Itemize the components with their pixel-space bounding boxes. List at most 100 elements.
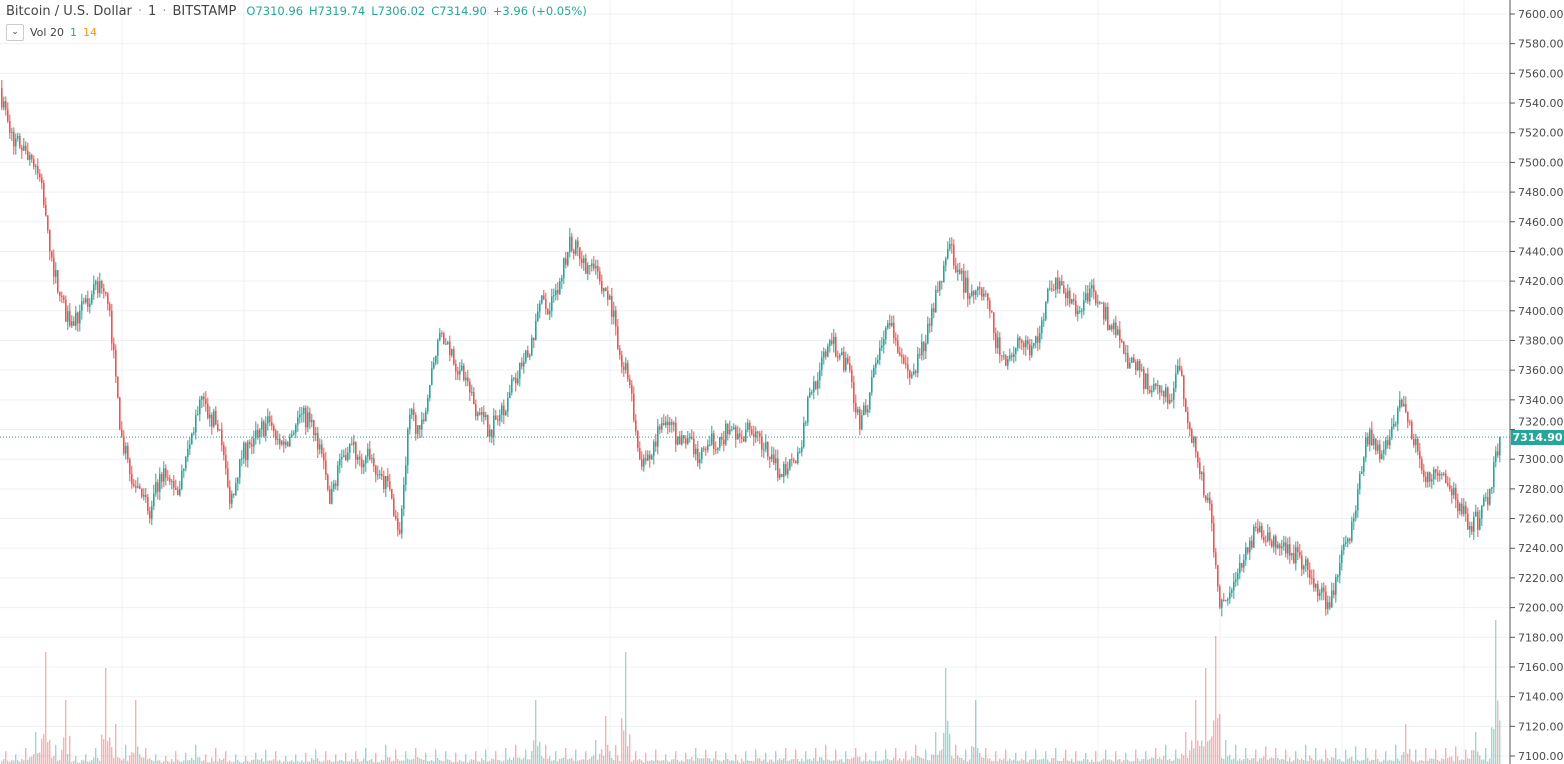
candle-body bbox=[1477, 511, 1479, 530]
volume-bar bbox=[1151, 757, 1153, 764]
volume-bar bbox=[699, 758, 701, 764]
candle-body bbox=[293, 432, 295, 435]
candle-body bbox=[847, 357, 849, 364]
volume-bar bbox=[1249, 759, 1251, 764]
candle-body bbox=[255, 430, 257, 439]
candle-body bbox=[1285, 542, 1287, 554]
candle-body bbox=[693, 438, 695, 455]
volume-bar bbox=[1453, 761, 1455, 764]
volume-bar bbox=[19, 761, 21, 764]
candle-body bbox=[1359, 474, 1361, 490]
candle-body bbox=[119, 397, 121, 430]
candle-body bbox=[1327, 602, 1329, 609]
candle-body bbox=[1383, 449, 1385, 454]
volume-bar bbox=[1433, 758, 1435, 764]
volume-bar bbox=[1041, 759, 1043, 764]
volume-bar bbox=[1135, 749, 1137, 764]
volume-bar bbox=[1271, 757, 1273, 764]
candle-body bbox=[1049, 288, 1051, 290]
candle-body bbox=[391, 488, 393, 499]
candle-body bbox=[753, 434, 755, 438]
candle-body bbox=[1381, 453, 1383, 460]
candle-body bbox=[1055, 277, 1057, 290]
volume-bar bbox=[1123, 760, 1125, 764]
candle-body bbox=[105, 291, 107, 294]
candle-body bbox=[931, 308, 933, 326]
volume-bar bbox=[397, 758, 399, 764]
candle-body bbox=[203, 396, 205, 400]
candle-body bbox=[1205, 495, 1207, 501]
candle-body bbox=[927, 323, 929, 344]
candle-body bbox=[863, 405, 865, 416]
candle-body bbox=[947, 248, 949, 259]
candle-body bbox=[359, 456, 361, 460]
candle-body bbox=[569, 236, 571, 253]
candle-body bbox=[265, 423, 267, 437]
volume-bar bbox=[957, 755, 959, 764]
candle-body bbox=[1183, 375, 1185, 400]
volume-bar bbox=[989, 758, 991, 764]
volume-bar bbox=[43, 734, 45, 764]
chevron-down-icon[interactable]: ⌄ bbox=[6, 24, 24, 41]
candle-body bbox=[837, 356, 839, 358]
candle-body bbox=[1213, 523, 1215, 553]
volume-bar bbox=[1025, 751, 1027, 764]
candle-body bbox=[153, 493, 155, 507]
candle-body bbox=[1195, 437, 1197, 453]
volume-bar bbox=[91, 760, 93, 764]
candle-body bbox=[721, 436, 723, 440]
candle-body bbox=[1, 88, 3, 108]
candle-body bbox=[775, 458, 777, 464]
candle-body bbox=[431, 368, 433, 385]
volume-bar bbox=[125, 744, 127, 764]
candle-body bbox=[1415, 439, 1417, 446]
volume-bar bbox=[707, 757, 709, 764]
candle-body bbox=[919, 354, 921, 356]
volume-bar bbox=[771, 759, 773, 764]
price-axis-background[interactable] bbox=[1510, 0, 1564, 764]
volume-bar bbox=[375, 752, 377, 764]
volume-bar bbox=[961, 757, 963, 764]
volume-bar bbox=[107, 741, 109, 764]
volume-label[interactable]: Vol 20 bbox=[30, 26, 64, 39]
volume-bar bbox=[1021, 758, 1023, 764]
volume-bar bbox=[113, 757, 115, 764]
candle-body bbox=[127, 445, 129, 460]
candle-body bbox=[737, 433, 739, 440]
volume-bar bbox=[559, 758, 561, 764]
candle-body bbox=[381, 474, 383, 477]
volume-bar bbox=[1247, 758, 1249, 764]
candle-body bbox=[703, 448, 705, 450]
volume-bar bbox=[783, 758, 785, 764]
candle-body bbox=[1079, 310, 1081, 312]
candle-body bbox=[879, 347, 881, 360]
candle-body bbox=[97, 281, 99, 294]
symbol-name[interactable]: Bitcoin / U.S. Dollar bbox=[6, 4, 132, 19]
volume-bar bbox=[1183, 755, 1185, 764]
volume-bar bbox=[1009, 758, 1011, 764]
volume-bar bbox=[895, 748, 897, 764]
volume-bar bbox=[273, 759, 275, 764]
candle-body bbox=[589, 265, 591, 267]
volume-bar bbox=[315, 749, 317, 764]
volume-bar bbox=[689, 759, 691, 764]
candle-body bbox=[719, 436, 721, 448]
candle-body bbox=[1185, 399, 1187, 412]
volume-bar bbox=[407, 758, 409, 764]
candle-body bbox=[361, 459, 363, 468]
volume-bar bbox=[391, 761, 393, 764]
candle-body bbox=[1445, 473, 1447, 483]
candle-body bbox=[257, 430, 259, 437]
candle-body bbox=[613, 310, 615, 317]
candle-body bbox=[1281, 546, 1283, 549]
candle-body bbox=[1453, 488, 1455, 496]
volume-bar bbox=[929, 760, 931, 764]
candle-body bbox=[867, 409, 869, 413]
candle-body bbox=[241, 458, 243, 460]
candle-body bbox=[643, 458, 645, 467]
candle-body bbox=[1087, 293, 1089, 302]
volume-bar bbox=[1439, 761, 1441, 764]
volume-bar bbox=[1349, 757, 1351, 764]
volume-bar bbox=[1481, 759, 1483, 764]
